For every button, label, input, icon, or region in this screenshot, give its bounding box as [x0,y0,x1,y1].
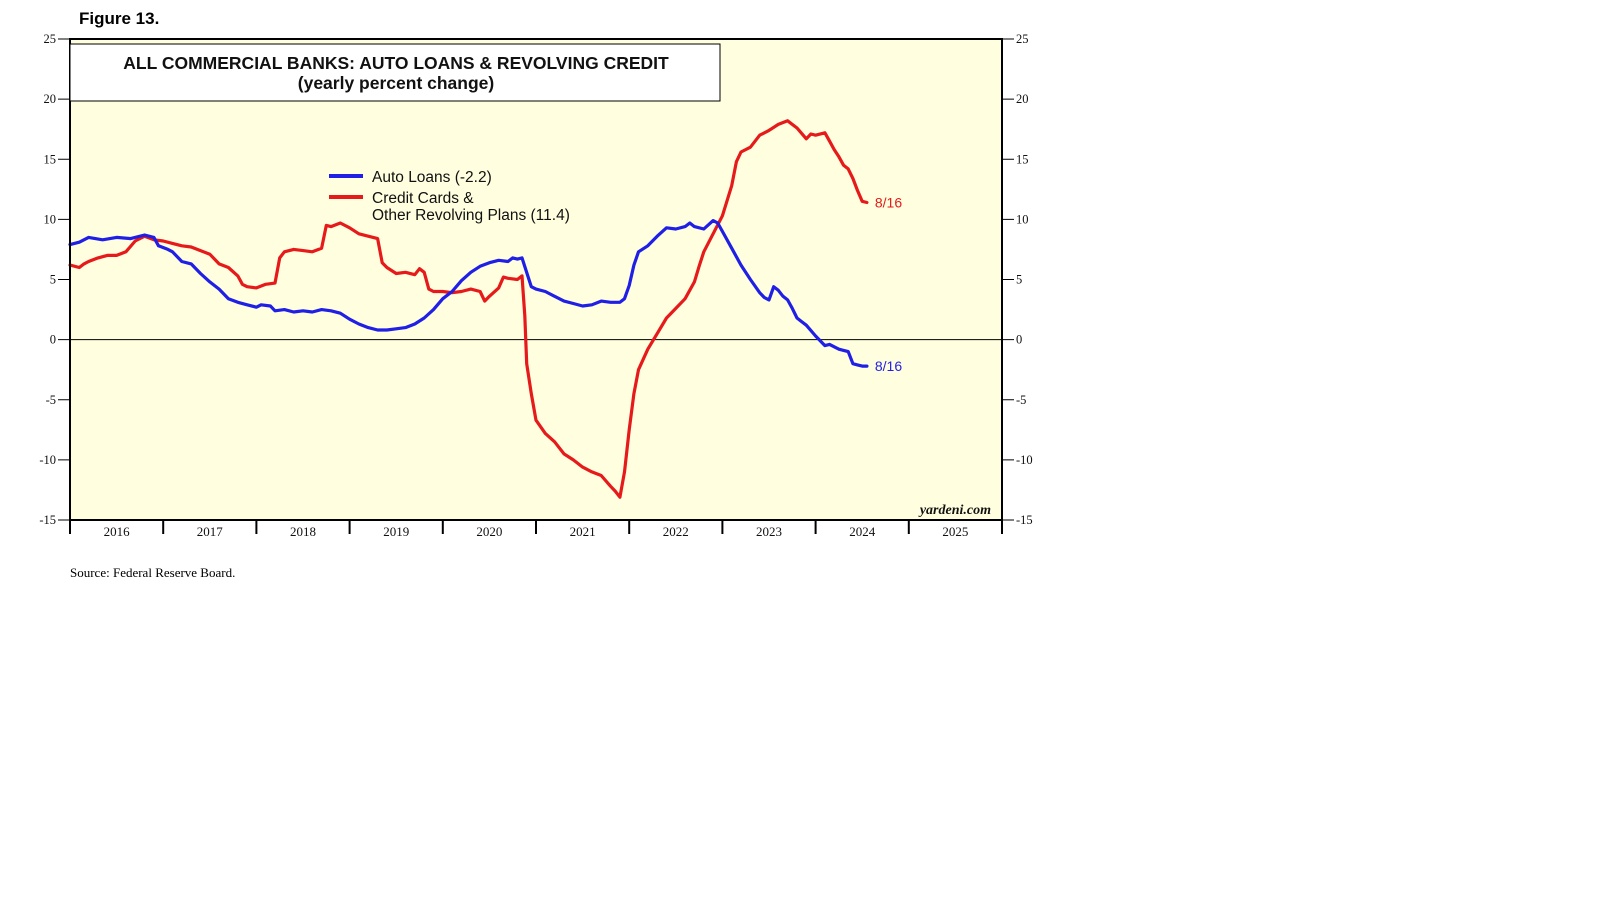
x-tick-label: 2018 [290,524,316,539]
x-tick-label: 2021 [570,524,596,539]
y-tick-label-right: 10 [1016,212,1029,226]
y-tick-label-right: 15 [1016,152,1029,166]
x-tick-label: 2019 [383,524,409,539]
y-tick-label-left: 15 [44,152,57,166]
y-tick-label-right: 25 [1016,32,1029,46]
y-tick-label-right: 0 [1016,333,1022,347]
x-axis: 2016 2017 2018 2019 2020 2021 2022 2023 2024 2025 [69,520,1003,539]
legend-label-credit: Credit Cards & Other Revolving Plans (11… [372,190,570,224]
x-tick-label: 2017 [197,524,224,539]
x-tick-label: 2016 [104,524,131,539]
chart-title: ALL COMMERCIAL BANKS: AUTO LOANS & REVOL… [123,53,669,73]
y-tick-label-left: 20 [44,92,57,106]
y-tick-label-left: 10 [44,212,57,226]
legend-label-auto: Auto Loans (-2.2) [372,169,492,186]
y-tick-label-right: -5 [1016,393,1026,407]
y-tick-label-left: 25 [44,32,57,46]
x-tick-label: 2025 [942,524,968,539]
x-tick-label: 2022 [663,524,689,539]
y-tick-label-left: -5 [46,393,56,407]
watermark: yardeni.com [918,503,991,518]
x-tick-label: 2024 [849,524,876,539]
plot-background [70,39,1002,520]
y-tick-label-right: 5 [1016,273,1022,287]
series-auto-loans-end-label: 8/16 [875,358,902,374]
series-auto-loans-line [68,219,869,368]
series-credit-cards-end-label: 8/16 [875,195,902,211]
y-tick-label-right: -10 [1016,453,1033,467]
title-box: ALL COMMERCIAL BANKS: AUTO LOANS & REVOL… [69,43,721,102]
y-tick-label-right: -15 [1016,513,1033,527]
y-tick-label-right: 20 [1016,92,1029,106]
x-tick-label: 2020 [476,524,502,539]
source-note: Source: Federal Reserve Board. [70,565,236,580]
y-tick-label-left: -15 [39,513,56,527]
legend: Auto Loans (-2.2) Credit Cards & Other R… [329,169,570,224]
series-credit-cards-line [68,119,869,499]
y-tick-label-left: 0 [50,333,56,347]
x-tick-label: 2023 [756,524,782,539]
y-tick-label-left: 5 [50,273,56,287]
y-axis-right: -15 -10 -5 0 5 10 15 20 25 [1002,32,1033,527]
chart-subtitle: (yearly percent change) [298,73,494,93]
y-axis-left: -15 -10 -5 0 5 10 15 20 25 [39,32,70,527]
figure-label: Figure 13. [79,9,160,28]
y-tick-label-left: -10 [39,453,56,467]
